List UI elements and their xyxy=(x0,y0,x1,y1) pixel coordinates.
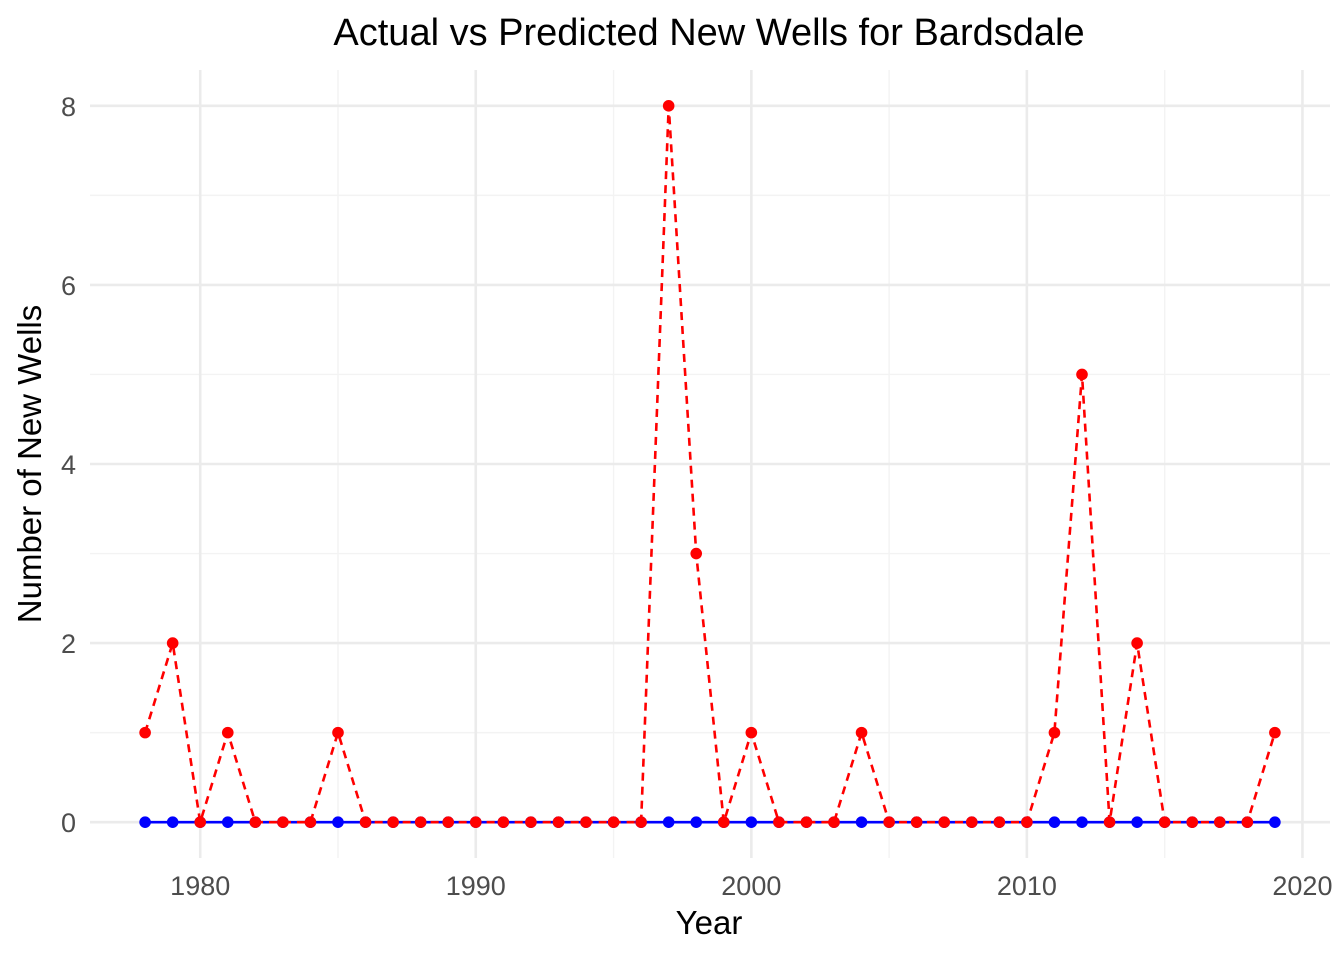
series-2-point xyxy=(717,816,730,828)
series-line-2 xyxy=(143,105,1277,824)
series-1-point xyxy=(690,816,703,828)
series-2-point xyxy=(442,816,455,828)
y-axis-title: Number of New Wells xyxy=(11,305,48,623)
x-tick-label: 2000 xyxy=(721,871,781,901)
chart-title: Actual vs Predicted New Wells for Bardsd… xyxy=(333,12,1084,54)
series-2-point xyxy=(993,816,1006,828)
series-2-point xyxy=(580,816,592,828)
series-2-point xyxy=(1076,368,1088,381)
x-tick-label: 2020 xyxy=(1272,871,1332,901)
y-tick-label: 0 xyxy=(61,808,76,838)
series-2-point xyxy=(1269,726,1281,739)
series-2-point xyxy=(414,816,427,828)
tick-labels: 1980 1990 2000 2010 2020 0 2 4 6 8 xyxy=(61,92,1333,901)
series-2-point xyxy=(1213,816,1226,828)
series-2-point xyxy=(1103,816,1116,828)
series-1-point xyxy=(855,816,868,828)
series-1-point xyxy=(1131,816,1143,828)
series-1-point xyxy=(139,816,151,828)
series-2-point xyxy=(1186,816,1199,828)
series-1-point xyxy=(1269,816,1281,828)
series-2-point xyxy=(221,726,234,739)
x-axis-title: Year xyxy=(676,904,743,941)
series-2-point xyxy=(855,726,868,739)
series-2-point xyxy=(1131,637,1143,649)
series-2-point xyxy=(883,816,895,828)
series-2-point xyxy=(249,816,262,828)
y-tick-label: 8 xyxy=(61,92,76,122)
series-1-point xyxy=(166,816,179,828)
series-2-point xyxy=(1021,816,1033,828)
series-1-point xyxy=(1048,816,1061,828)
series-2-point xyxy=(1158,816,1171,828)
series-1-point xyxy=(1076,816,1088,828)
series-2-point xyxy=(938,816,951,828)
series-2-point xyxy=(497,816,510,828)
series-2-point xyxy=(800,816,813,828)
series-layer xyxy=(139,100,1281,828)
series-2-point xyxy=(166,637,179,649)
series-2-point xyxy=(194,816,207,828)
series-2-point xyxy=(635,816,647,828)
series-2-point xyxy=(304,816,317,828)
y-tick-label: 2 xyxy=(61,629,76,659)
series-2-point xyxy=(525,816,537,828)
y-tick-label: 6 xyxy=(61,271,76,301)
major-gridlines xyxy=(90,70,1330,858)
series-2-point xyxy=(1048,726,1061,739)
series-2-point xyxy=(552,816,565,828)
series-2-point xyxy=(662,100,675,112)
series-2-point xyxy=(359,816,372,828)
series-2-point xyxy=(965,816,978,828)
series-1-point xyxy=(662,816,675,828)
series-2-point xyxy=(469,816,482,828)
x-tick-label: 2010 xyxy=(997,871,1057,901)
series-2-point xyxy=(387,816,399,828)
series-2-point xyxy=(773,816,785,828)
series-2-point xyxy=(332,726,344,739)
series-2-point xyxy=(277,816,289,828)
series-2-point xyxy=(745,726,758,739)
series-2-point xyxy=(690,547,703,560)
series-1-point xyxy=(745,816,758,828)
x-tick-label: 1980 xyxy=(170,871,230,901)
x-tick-label: 1990 xyxy=(446,871,506,901)
y-tick-label: 4 xyxy=(61,450,76,480)
series-1-point xyxy=(332,816,344,828)
series-1-point xyxy=(221,816,234,828)
series-2-point xyxy=(607,816,620,828)
series-2-point xyxy=(139,726,151,739)
series-2-point xyxy=(910,816,923,828)
series-2-point xyxy=(828,816,840,828)
minor-gridlines xyxy=(90,70,1330,858)
series-2-point xyxy=(1241,816,1254,828)
